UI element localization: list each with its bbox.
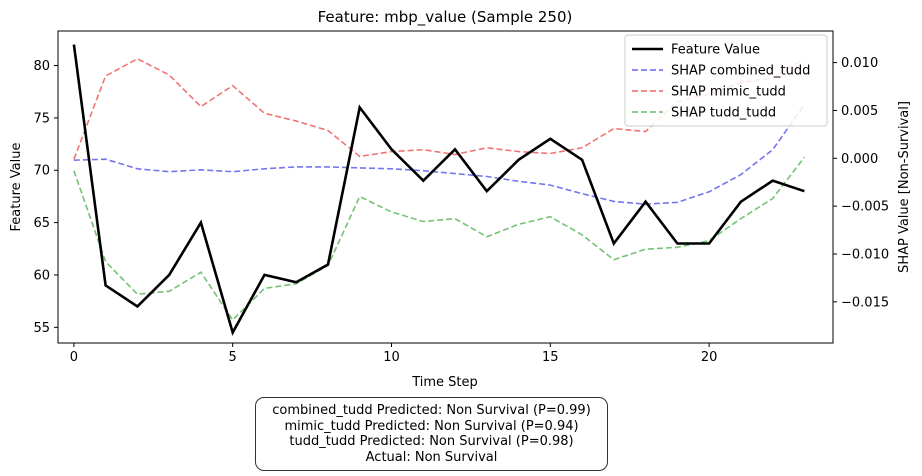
info-line: combined_tudd Predicted: Non Survival (P… xyxy=(272,403,591,418)
x-tick-label: 5 xyxy=(229,350,237,365)
left-y-tick-label: 55 xyxy=(33,321,50,336)
left-y-tick-label: 80 xyxy=(33,59,50,74)
left-y-tick-label: 70 xyxy=(33,164,50,179)
legend-frame xyxy=(624,34,828,127)
series-lines xyxy=(72,44,806,336)
right-y-axis-label: SHAP Value [Non-Survival] xyxy=(897,101,912,273)
x-axis-label: Time Step xyxy=(411,375,478,390)
series-line-shap-tudd-tudd xyxy=(73,156,806,322)
right-y-tick-label: −0.015 xyxy=(841,295,889,310)
x-tick-label: 10 xyxy=(383,350,400,365)
right-y-tick-label: 0.000 xyxy=(841,152,878,167)
series-line-shap-mimic-tudd xyxy=(73,57,805,160)
legend: Feature Value SHAP combined_tudd SHAP mimi… xyxy=(624,34,828,127)
series-line-shap-combined-tudd xyxy=(73,104,806,206)
info-line: tudd_tudd Predicted: Non Survival (P=0.9… xyxy=(289,434,574,449)
left-y-axis-label: Feature Value xyxy=(9,143,24,232)
x-tick-label: 20 xyxy=(701,350,718,365)
right-y-tick-label: 0.010 xyxy=(841,56,878,71)
right-y-tick-label: 0.005 xyxy=(841,104,878,119)
plot-frame xyxy=(57,30,834,344)
info-line: Actual: Non Survival xyxy=(365,449,498,465)
left-y-tick-label: 75 xyxy=(33,111,50,126)
x-tick-label: 0 xyxy=(70,350,78,365)
right-y-axis-ticks: −0.015 −0.010 −0.005 0.000 0.005 0.010 xyxy=(833,56,889,310)
right-y-tick-label: −0.010 xyxy=(841,247,889,262)
prediction-info-box: combined_tudd Predicted: Non Survival (P… xyxy=(255,397,608,471)
x-tick-label: 15 xyxy=(542,350,559,365)
chart-title: Feature: mbp_value (Sample 250) xyxy=(318,8,573,27)
left-y-tick-label: 65 xyxy=(33,216,50,231)
legend-label: Feature Value xyxy=(671,43,760,58)
info-line: mimic_tudd Predicted: Non Survival (P=0.… xyxy=(284,418,579,434)
series-line-feature-value xyxy=(72,44,805,336)
x-axis-ticks: 0 5 10 15 20 xyxy=(70,343,718,365)
right-y-tick-label: −0.005 xyxy=(841,200,889,215)
legend-label: SHAP tudd_tudd xyxy=(671,106,776,121)
left-y-tick-label: 60 xyxy=(33,268,50,283)
left-y-axis-ticks: 55 60 65 70 75 80 xyxy=(33,59,58,336)
legend-label: SHAP combined_tudd xyxy=(671,64,810,79)
legend-label: SHAP mimic_tudd xyxy=(671,85,786,100)
